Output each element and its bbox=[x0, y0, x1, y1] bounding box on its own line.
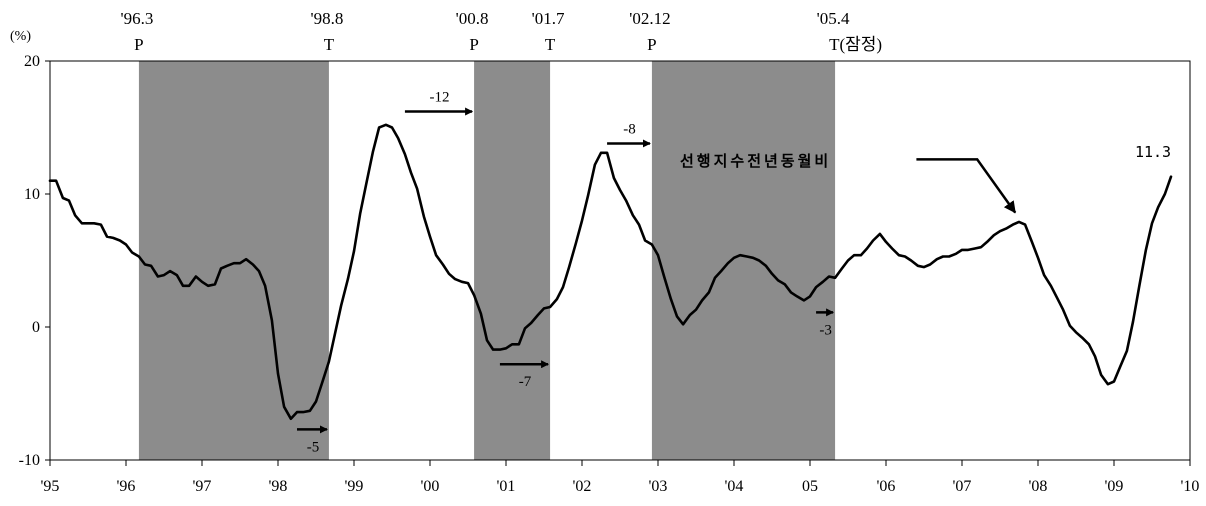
lead-arrow-label: -8 bbox=[623, 121, 636, 137]
y-axis: 20 10 0 -10 (%) bbox=[10, 29, 50, 469]
turning-point-mark: P bbox=[469, 35, 478, 54]
y-tick-label: 0 bbox=[32, 319, 40, 336]
period-date-label: '01.7 bbox=[532, 9, 565, 28]
series-line-1 bbox=[48, 123, 1173, 421]
x-tick-label: '09 bbox=[1105, 478, 1124, 495]
y-unit-label: (%) bbox=[10, 29, 31, 44]
x-tick-label: 05 bbox=[802, 478, 818, 495]
x-tick-label: '95 bbox=[41, 478, 60, 495]
x-tick-label: '97 bbox=[193, 478, 212, 495]
x-tick-label: '10 bbox=[1181, 478, 1200, 495]
x-tick-label: '03 bbox=[649, 478, 668, 495]
x-tick-label: '04 bbox=[725, 478, 744, 495]
turning-point-mark: T(잠정) bbox=[829, 35, 882, 54]
series-name-label: 선행지수전년동월비 bbox=[680, 152, 831, 170]
series-group bbox=[48, 123, 1173, 421]
period-date-label: '05.4 bbox=[817, 9, 850, 28]
last-value-label: 11.3 bbox=[1135, 143, 1171, 161]
shaded-period-3 bbox=[651, 61, 836, 460]
lead-arrow-label: -3 bbox=[819, 322, 832, 338]
period-date-label: '00.8 bbox=[456, 9, 489, 28]
lead-arrows: -5 -12 -7 -8 -3 bbox=[297, 90, 835, 455]
x-tick-label: '07 bbox=[953, 478, 972, 495]
x-tick-label: '02 bbox=[573, 478, 592, 495]
lead-arrow-label: -12 bbox=[430, 90, 450, 106]
turning-point-mark: T bbox=[545, 35, 556, 54]
turning-point-mark: P bbox=[134, 35, 143, 54]
lead-arrow-label: -7 bbox=[519, 374, 532, 390]
turning-point-mark: T bbox=[324, 35, 335, 54]
shaded-period-2 bbox=[474, 61, 551, 460]
x-tick-label: '00 bbox=[421, 478, 440, 495]
y-tick-label: 20 bbox=[24, 53, 40, 70]
period-top-labels: '96.3 P '98.8 T '00.8 P '01.7 T '02.12 P '05.4 T(잠정… bbox=[121, 9, 883, 54]
period-date-label: '96.3 bbox=[121, 9, 154, 28]
shaded-period-1 bbox=[138, 61, 329, 460]
x-axis: '95 '96 '97 '98 '99 '00 '01 '02 '03 '04 05 '06 '07 '0… bbox=[41, 460, 1200, 495]
plot-border bbox=[49, 60, 1191, 461]
x-tick-label: '06 bbox=[877, 478, 896, 495]
series-pointer-arrow bbox=[916, 158, 1017, 214]
plot-frame bbox=[49, 60, 1191, 461]
x-tick-label: '98 bbox=[269, 478, 288, 495]
x-tick-label: '01 bbox=[497, 478, 516, 495]
annotations: 선행지수전년동월비 11.3 bbox=[680, 143, 1171, 214]
x-tick-label: '99 bbox=[345, 478, 364, 495]
turning-point-mark: P bbox=[647, 35, 656, 54]
period-date-label: '98.8 bbox=[311, 9, 344, 28]
y-tick-label: -10 bbox=[19, 452, 40, 469]
period-date-label: '02.12 bbox=[629, 9, 670, 28]
lead-arrow-label: -5 bbox=[307, 439, 320, 455]
x-tick-label: '08 bbox=[1029, 478, 1048, 495]
y-tick-label: 10 bbox=[24, 186, 40, 203]
x-tick-label: '96 bbox=[117, 478, 136, 495]
shaded-periods bbox=[138, 61, 836, 460]
